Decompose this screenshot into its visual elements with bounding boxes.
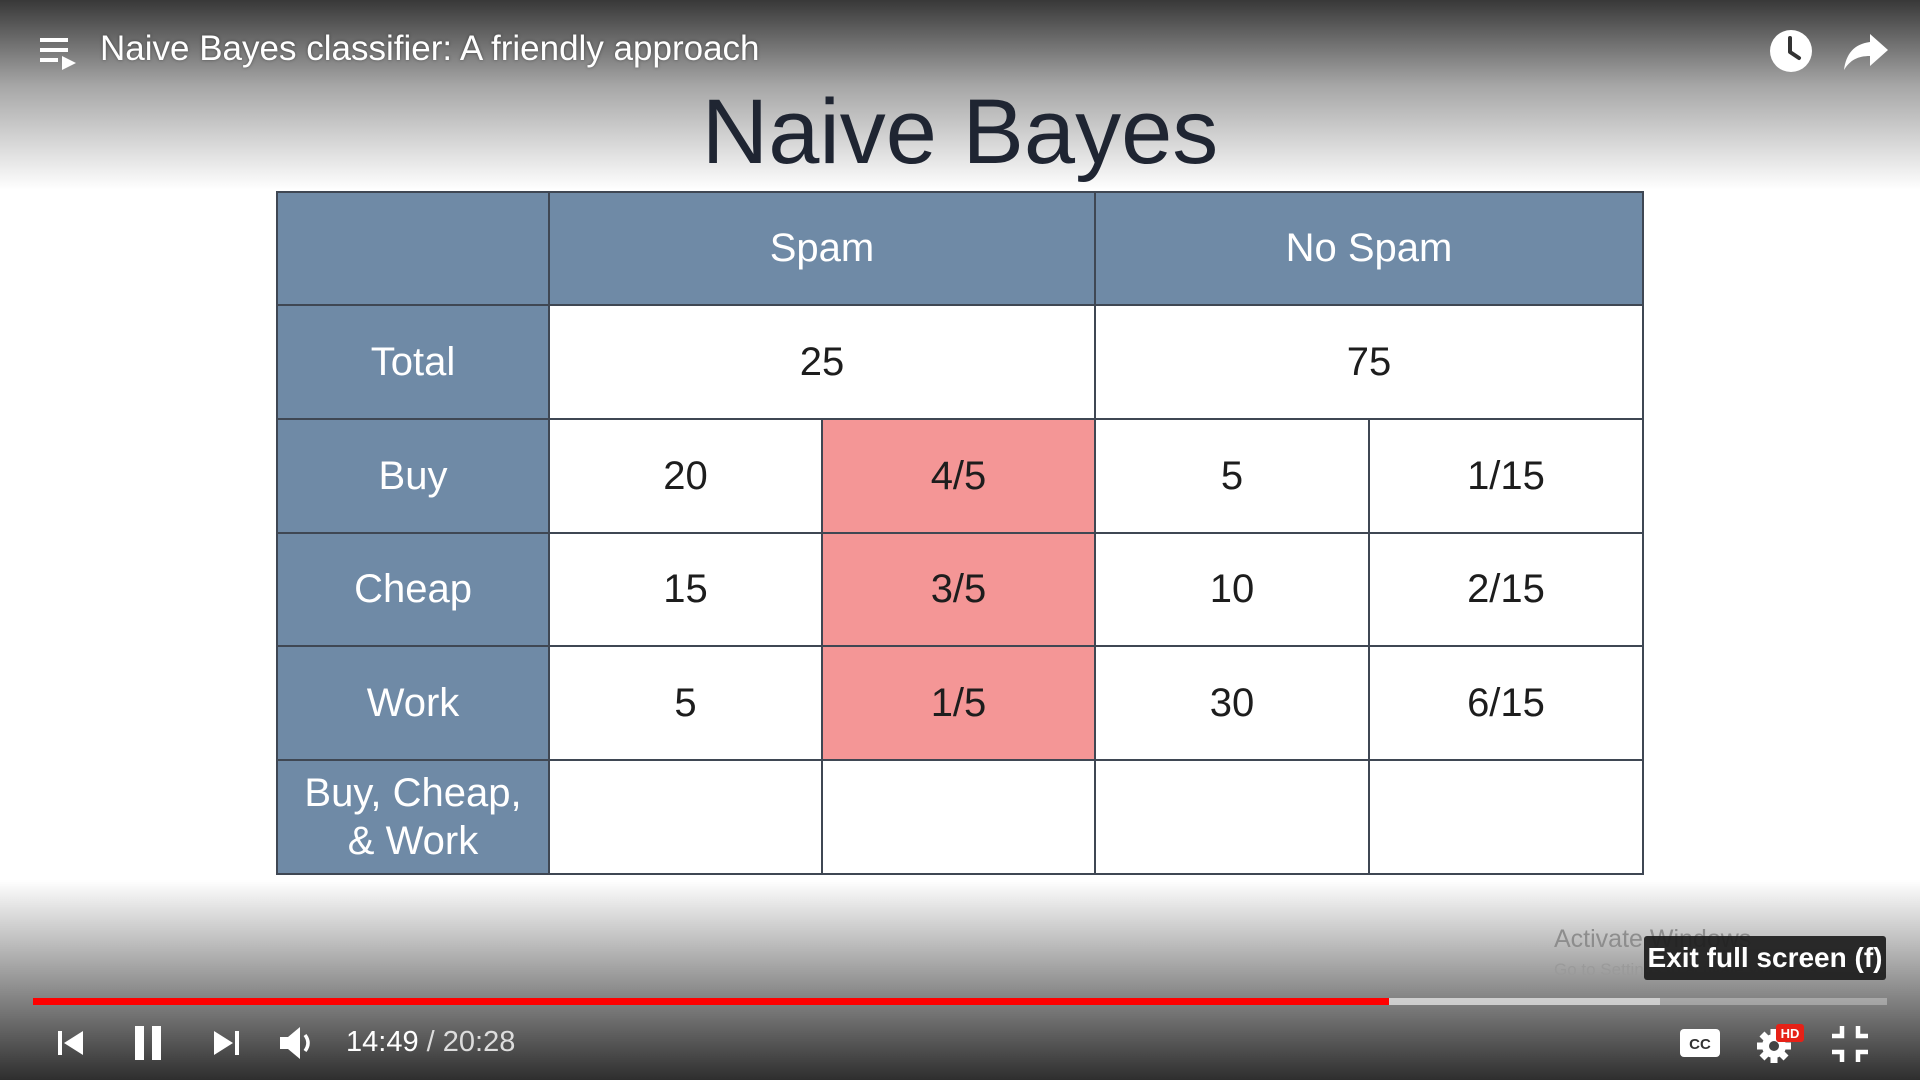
naive-bayes-table: Spam No Spam Total 25 75 Buy 20 4/5 5 1/… — [276, 191, 1644, 875]
share-icon — [1844, 34, 1888, 70]
previous-button[interactable] — [52, 1024, 90, 1062]
work-no-spam-count: 30 — [1094, 645, 1370, 761]
pause-icon — [135, 1026, 161, 1060]
exit-fullscreen-tooltip: Exit full screen (f) — [1644, 936, 1886, 980]
time-total: 20:28 — [442, 1026, 516, 1058]
cheap-no-spam-probability: 2/15 — [1368, 532, 1644, 647]
next-icon — [214, 1031, 239, 1055]
next-button[interactable] — [208, 1024, 246, 1062]
watch-later-button[interactable] — [1766, 26, 1816, 76]
time-separator: / — [426, 1026, 435, 1058]
previous-icon — [58, 1031, 83, 1055]
captions-label: CC — [1689, 1036, 1711, 1053]
row-header-buy-cheap-work-line1: Buy, Cheap, — [304, 771, 522, 815]
progress-played — [33, 998, 1390, 1005]
row-header-buy: Buy — [276, 418, 550, 534]
buy-spam-count: 20 — [548, 418, 823, 534]
combined-spam-probability — [821, 759, 1096, 875]
cheap-no-spam-count: 10 — [1094, 532, 1370, 647]
buy-spam-probability: 4/5 — [821, 418, 1096, 534]
buy-no-spam-probability: 1/15 — [1368, 418, 1644, 534]
exit-fullscreen-icon — [1832, 1026, 1868, 1062]
column-header-no-spam: No Spam — [1094, 191, 1644, 306]
time-current: 14:49 — [346, 1026, 419, 1058]
video-title[interactable]: Naive Bayes classifier: A friendly appro… — [100, 29, 760, 68]
table-corner-cell — [276, 191, 550, 306]
buy-no-spam-count: 5 — [1094, 418, 1370, 534]
column-header-spam: Spam — [548, 191, 1096, 306]
captions-button[interactable]: CC — [1678, 1026, 1722, 1060]
row-header-buy-cheap-work: Buy, Cheap, & Work — [276, 759, 550, 875]
work-spam-probability: 1/5 — [821, 645, 1096, 761]
share-button[interactable] — [1840, 26, 1892, 76]
cheap-spam-count: 15 — [548, 532, 823, 647]
combined-no-spam-probability — [1368, 759, 1644, 875]
hd-badge: HD — [1781, 1026, 1800, 1041]
row-header-cheap: Cheap — [276, 532, 550, 647]
volume-button[interactable] — [276, 1022, 320, 1064]
volume-icon — [280, 1027, 310, 1059]
combined-spam-count — [548, 759, 823, 875]
settings-button[interactable]: HD — [1754, 1020, 1806, 1066]
time-display: 14:49 / 20:28 — [346, 1024, 515, 1060]
total-spam-cell: 25 — [548, 304, 1096, 420]
settings-icon: HD — [1757, 1024, 1804, 1063]
exit-fullscreen-button[interactable] — [1830, 1024, 1870, 1064]
total-no-spam-cell: 75 — [1094, 304, 1644, 420]
row-header-total: Total — [276, 304, 550, 420]
work-no-spam-probability: 6/15 — [1368, 645, 1644, 761]
slide-title: Naive Bayes — [701, 81, 1219, 183]
captions-icon: CC — [1680, 1029, 1720, 1057]
combined-no-spam-count — [1094, 759, 1370, 875]
work-spam-count: 5 — [548, 645, 823, 761]
watch-later-icon — [1770, 30, 1812, 72]
pause-button[interactable] — [130, 1022, 168, 1064]
playlist-icon — [40, 38, 76, 70]
row-header-work: Work — [276, 645, 550, 761]
row-header-buy-cheap-work-line2: & Work — [347, 819, 479, 863]
playlist-button[interactable] — [36, 30, 80, 74]
progress-bar[interactable] — [33, 998, 1887, 1005]
cheap-spam-probability: 3/5 — [821, 532, 1096, 647]
